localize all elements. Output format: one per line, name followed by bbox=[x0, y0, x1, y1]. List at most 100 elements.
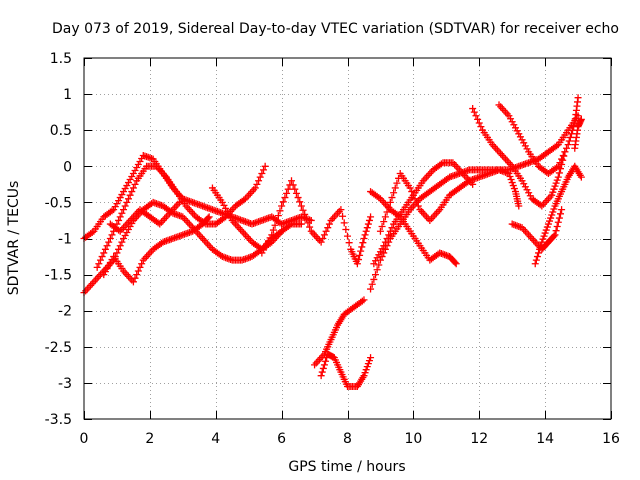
data-point bbox=[240, 196, 248, 204]
data-point bbox=[388, 224, 396, 232]
data-point bbox=[284, 185, 292, 193]
data-point bbox=[408, 188, 416, 196]
data-point bbox=[414, 202, 422, 210]
data-point bbox=[475, 119, 483, 127]
series-arc-c bbox=[93, 162, 269, 271]
data-point bbox=[106, 259, 114, 267]
series-arc-d bbox=[100, 213, 213, 286]
data-point bbox=[520, 139, 528, 147]
data-point bbox=[281, 194, 289, 202]
data-point bbox=[256, 173, 264, 181]
data-point bbox=[204, 214, 212, 222]
data-point bbox=[413, 198, 421, 206]
data-point bbox=[324, 224, 332, 232]
x-tick-label: 6 bbox=[277, 431, 286, 447]
data-point bbox=[544, 220, 552, 228]
data-point bbox=[128, 173, 136, 181]
data-point bbox=[126, 176, 134, 184]
data-point bbox=[505, 112, 513, 120]
data-point bbox=[320, 231, 328, 239]
data-point bbox=[131, 167, 139, 175]
data-point bbox=[253, 180, 261, 188]
x-tick-labels: 0 2 4 6 8 10 12 14 16 bbox=[80, 431, 620, 447]
data-point bbox=[370, 275, 378, 283]
data-point bbox=[409, 191, 417, 199]
data-point bbox=[472, 112, 480, 120]
data-point bbox=[383, 235, 391, 242]
data-point bbox=[552, 179, 560, 187]
data-point bbox=[286, 221, 294, 229]
data-point bbox=[378, 222, 386, 230]
data-point bbox=[258, 170, 266, 178]
data-point bbox=[260, 166, 268, 174]
data-point bbox=[537, 242, 545, 250]
data-point bbox=[553, 222, 561, 230]
data-point bbox=[123, 228, 131, 236]
data-point bbox=[556, 210, 564, 218]
y-tick-label: 0.5 bbox=[50, 123, 72, 139]
data-point bbox=[322, 227, 330, 235]
data-point bbox=[276, 207, 284, 215]
data-point bbox=[136, 157, 144, 165]
data-point bbox=[306, 223, 314, 231]
data-point bbox=[474, 115, 482, 123]
data-point bbox=[113, 249, 121, 257]
y-tick-label: -2 bbox=[58, 304, 72, 320]
data-point bbox=[550, 232, 558, 240]
data-point bbox=[103, 242, 111, 250]
data-point bbox=[225, 210, 233, 218]
x-tick-label: 12 bbox=[470, 431, 488, 447]
data-point bbox=[550, 185, 558, 193]
data-point bbox=[113, 200, 121, 208]
data-point bbox=[505, 170, 513, 178]
data-point bbox=[283, 189, 291, 197]
y-axis-label: SDTVAR / TECUs bbox=[6, 181, 22, 296]
data-point bbox=[371, 271, 379, 279]
data-point bbox=[258, 249, 266, 257]
series-arc-o bbox=[495, 94, 582, 178]
data-point bbox=[345, 239, 353, 247]
x-axis-label: GPS time / hours bbox=[288, 459, 405, 475]
data-point bbox=[370, 260, 378, 268]
data-point bbox=[360, 235, 368, 242]
data-point bbox=[566, 133, 574, 141]
data-point bbox=[375, 194, 383, 202]
data-point bbox=[358, 243, 366, 251]
data-point bbox=[260, 246, 268, 254]
data-point bbox=[549, 208, 557, 216]
x-tick-label: 8 bbox=[343, 431, 352, 447]
y-tick-labels: 1.5 1 0.5 0 -0.5 -1 -1.5 -2 -2.5 -3 -3.5 bbox=[45, 51, 72, 428]
data-point bbox=[288, 177, 296, 185]
data-point bbox=[437, 160, 445, 168]
data-point bbox=[362, 366, 370, 374]
data-point bbox=[561, 148, 569, 156]
series-arc-e bbox=[106, 198, 184, 235]
data-point bbox=[533, 253, 541, 261]
data-point bbox=[354, 256, 362, 264]
data-point bbox=[115, 216, 123, 224]
data-point bbox=[364, 360, 372, 368]
data-point bbox=[223, 207, 231, 215]
data-point bbox=[376, 248, 384, 256]
y-tick-label: -1.5 bbox=[45, 268, 72, 284]
data-point bbox=[264, 237, 272, 245]
data-point bbox=[297, 220, 305, 228]
data-point bbox=[98, 253, 106, 261]
data-point bbox=[551, 182, 559, 190]
data-point bbox=[133, 164, 141, 172]
data-point bbox=[118, 238, 126, 246]
data-point bbox=[123, 198, 131, 206]
data-point bbox=[371, 257, 379, 265]
data-point bbox=[477, 123, 485, 131]
data-point bbox=[124, 225, 132, 233]
data-point bbox=[96, 256, 104, 264]
data-point bbox=[339, 212, 347, 220]
data-point bbox=[129, 170, 137, 178]
data-point bbox=[364, 220, 372, 228]
data-point bbox=[380, 218, 388, 226]
data-point bbox=[361, 231, 369, 239]
data-point bbox=[365, 357, 373, 365]
data-point bbox=[271, 221, 279, 229]
data-point bbox=[337, 206, 345, 214]
data-point bbox=[222, 204, 230, 212]
